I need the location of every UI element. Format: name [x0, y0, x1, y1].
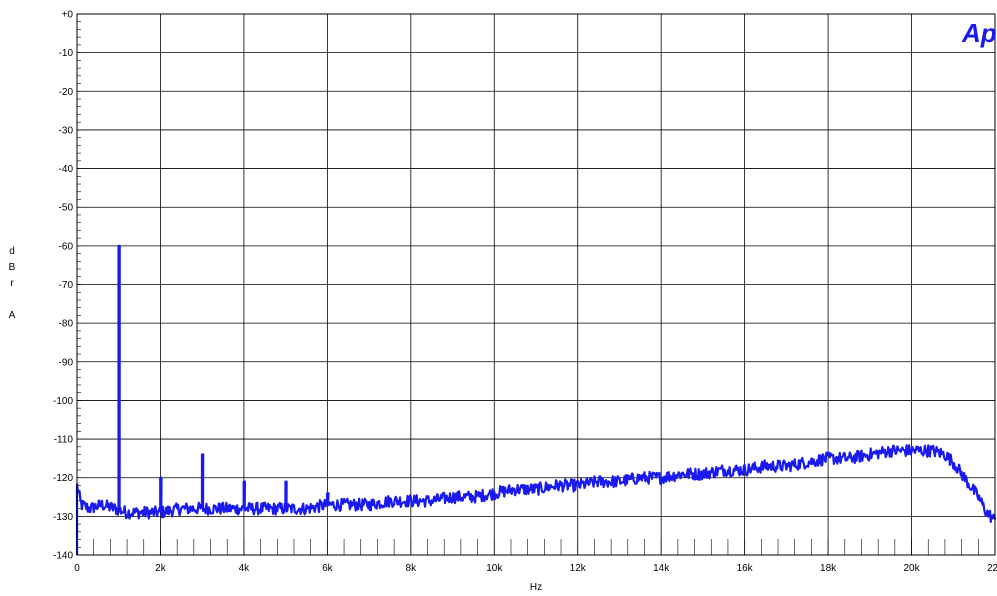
y-axis-title-char: B	[9, 262, 16, 273]
x-tick-label: 0	[74, 563, 80, 574]
x-tick-label: 18k	[820, 563, 837, 574]
x-tick-label: 10k	[486, 563, 503, 574]
x-tick-label: 20k	[903, 563, 920, 574]
y-tick-label: -50	[59, 203, 74, 214]
x-tick-labels: 0 2k 4k 6k 8k 10k 12k 14k 16k 18k 20k 22k	[74, 563, 997, 574]
y-axis-title-char: d	[9, 246, 15, 257]
spectrum-line	[75, 244, 997, 523]
y-tick-label: -110	[54, 435, 74, 446]
brand-logo: Ap	[961, 18, 997, 48]
y-axis-title-char: r	[10, 278, 14, 289]
y-tick-label: -70	[59, 280, 74, 291]
y-axis-title-char: A	[9, 310, 16, 321]
series	[75, 244, 997, 555]
x-tick-label: 14k	[653, 563, 670, 574]
y-tick-label: -120	[53, 473, 73, 484]
y-tick-label: -100	[53, 396, 73, 407]
y-tick-label: -30	[59, 125, 74, 136]
y-tick-label: -20	[59, 87, 74, 98]
y-tick-label: -10	[59, 48, 74, 59]
y-tick-labels: +0 -10 -20 -30 -40 -50 -60 -70 -80 -90 -100 -110 -12…	[53, 10, 73, 562]
plot-frame	[76, 13, 996, 556]
y-tick-label: -40	[59, 164, 74, 175]
x-tick-label: 16k	[737, 563, 754, 574]
y-tick-label: -130	[53, 512, 73, 523]
minor-ticks	[76, 13, 996, 556]
y-tick-label: -80	[59, 319, 74, 330]
x-tick-label: 4k	[239, 563, 251, 574]
grid-lines	[76, 13, 996, 556]
y-tick-label: -60	[59, 241, 74, 252]
y-tick-label: +0	[62, 10, 74, 21]
x-tick-label: 6k	[322, 563, 334, 574]
x-tick-label: 12k	[570, 563, 587, 574]
y-axis-title: d B r A	[9, 246, 16, 321]
x-tick-label: 22k	[987, 563, 997, 574]
x-tick-label: 2k	[155, 563, 167, 574]
x-tick-label: 8k	[406, 563, 418, 574]
y-tick-label: -140	[53, 551, 73, 562]
x-axis-title: Hz	[530, 582, 542, 593]
y-tick-label: -90	[59, 357, 74, 368]
